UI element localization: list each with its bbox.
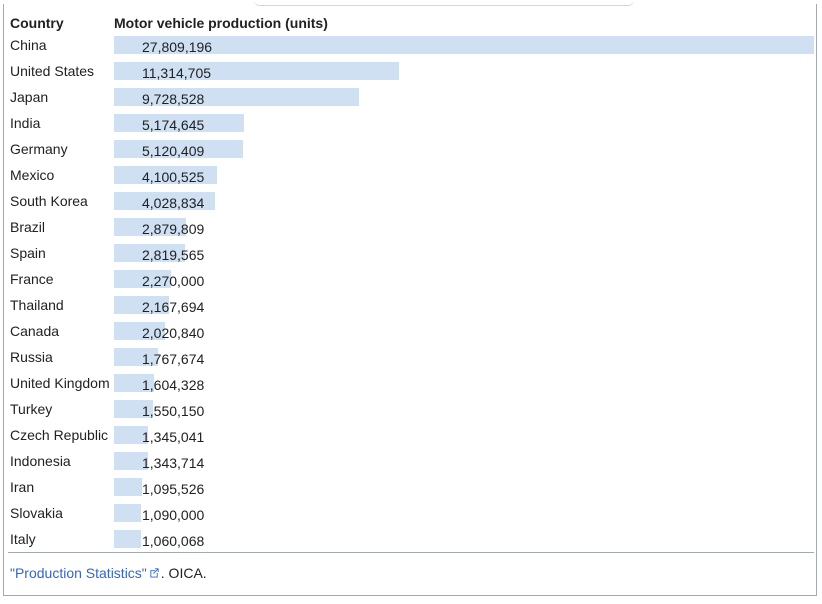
chart-row: Turkey 1,550,150 <box>4 398 816 424</box>
bar <box>114 166 217 184</box>
bar <box>114 88 359 106</box>
value-label: 1,095,526 <box>142 481 205 497</box>
country-label: India <box>10 115 41 131</box>
country-label: United States <box>10 63 95 79</box>
country-label: Turkey <box>10 401 53 417</box>
chart-row: Spain 2,819,565 <box>4 242 816 268</box>
chart-row: Brazil 2,879,809 <box>4 216 816 242</box>
bar <box>114 270 171 288</box>
bar <box>114 400 153 418</box>
bar <box>114 192 215 210</box>
chart-row: Mexico 4,100,525 <box>4 164 816 190</box>
bar <box>114 62 399 80</box>
country-label: Czech Republic <box>10 427 109 443</box>
value-column-header: Motor vehicle production (units) <box>114 15 328 31</box>
bar <box>114 426 148 444</box>
bar <box>114 452 148 470</box>
value-label: 1,060,068 <box>142 533 205 549</box>
value-label: 1,767,674 <box>142 351 205 367</box>
country-label: Mexico <box>10 167 55 183</box>
chart-row: South Korea 4,028,834 <box>4 190 816 216</box>
country-label: Iran <box>10 479 35 495</box>
chart-frame: Country Motor vehicle production (units)… <box>3 4 817 596</box>
country-label: Spain <box>10 245 46 261</box>
country-label: United Kingdom <box>10 375 110 391</box>
country-label: China <box>10 37 47 53</box>
bar <box>114 322 165 340</box>
country-label: Germany <box>10 141 68 157</box>
value-label: 2,270,000 <box>142 273 205 289</box>
value-label: 9,728,528 <box>142 91 205 107</box>
chart-row: Indonesia 1,343,714 <box>4 450 816 476</box>
value-label: 4,100,525 <box>142 169 205 185</box>
value-label: 2,167,694 <box>142 299 205 315</box>
bar <box>114 244 185 262</box>
value-label: 5,174,645 <box>142 117 205 133</box>
value-label: 2,020,840 <box>142 325 205 341</box>
chart-row: Italy 1,060,068 <box>4 528 816 554</box>
value-label: 1,343,714 <box>142 455 205 471</box>
country-label: Japan <box>10 89 49 105</box>
source-link[interactable]: "Production Statistics" <box>10 565 161 581</box>
value-label: 11,314,705 <box>142 65 212 81</box>
country-column-header: Country <box>10 15 64 31</box>
source-link-label: "Production Statistics" <box>10 565 147 581</box>
chart-row: Thailand 2,167,694 <box>4 294 816 320</box>
footer-divider <box>8 552 814 553</box>
source-footer: "Production Statistics" . OICA. <box>10 565 207 581</box>
value-label: 2,879,809 <box>142 221 205 237</box>
bar <box>114 296 169 314</box>
country-label: Brazil <box>10 219 46 235</box>
value-label: 1,550,150 <box>142 403 205 419</box>
bar <box>114 114 244 132</box>
chart-row: Germany 5,120,409 <box>4 138 816 164</box>
bar <box>114 504 141 522</box>
bar <box>114 374 154 392</box>
country-label: Indonesia <box>10 453 71 469</box>
chart-row: Japan 9,728,528 <box>4 86 816 112</box>
country-label: Slovakia <box>10 505 63 521</box>
source-organization: . OICA. <box>160 565 207 581</box>
country-label: Thailand <box>10 297 64 313</box>
country-label: South Korea <box>10 193 88 209</box>
bar <box>114 218 186 236</box>
chart-row: Canada 2,020,840 <box>4 320 816 346</box>
chart-rows: China 27,809,196 United States 11,314,705 Ja… <box>4 34 816 554</box>
chart-row: India 5,174,645 <box>4 112 816 138</box>
value-label: 2,819,565 <box>142 247 205 263</box>
bar <box>114 530 141 548</box>
bar <box>114 36 814 54</box>
value-label: 1,090,000 <box>142 507 205 523</box>
country-label: France <box>10 271 54 287</box>
chart-row: United States 11,314,705 <box>4 60 816 86</box>
chart-row: France 2,270,000 <box>4 268 816 294</box>
country-label: Russia <box>10 349 53 365</box>
value-label: 1,604,328 <box>142 377 205 393</box>
value-label: 1,345,041 <box>142 429 205 445</box>
chart-row: Iran 1,095,526 <box>4 476 816 502</box>
external-link-icon <box>150 568 159 578</box>
value-label: 4,028,834 <box>142 195 205 211</box>
value-label: 5,120,409 <box>142 143 205 159</box>
chart-row: Russia 1,767,674 <box>4 346 816 372</box>
chart-row: United Kingdom 1,604,328 <box>4 372 816 398</box>
chart-row: Slovakia 1,090,000 <box>4 502 816 528</box>
bar <box>114 478 142 496</box>
caption-edge <box>254 0 634 6</box>
chart-row: China 27,809,196 <box>4 34 816 60</box>
value-label: 27,809,196 <box>142 39 213 55</box>
bar <box>114 140 243 158</box>
chart-row: Czech Republic 1,345,041 <box>4 424 816 450</box>
bar <box>114 348 158 366</box>
country-label: Italy <box>10 531 36 547</box>
country-label: Canada <box>10 323 60 339</box>
